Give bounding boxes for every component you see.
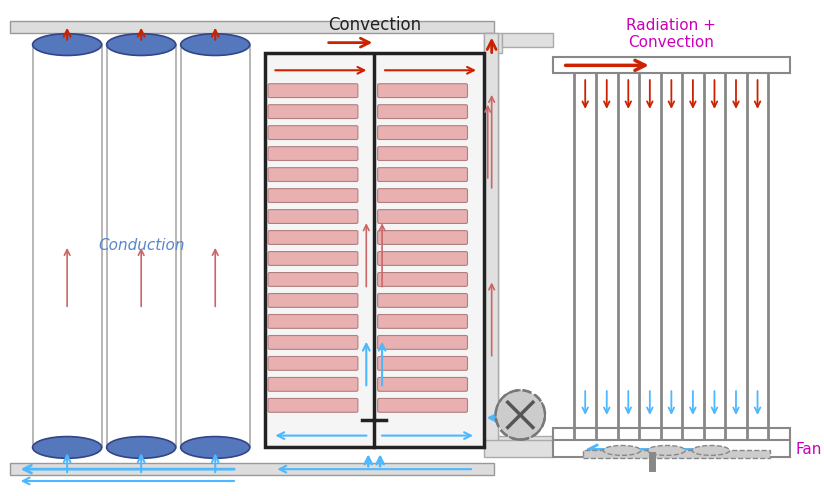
FancyBboxPatch shape [377, 273, 467, 286]
Text: Convection: Convection [328, 16, 421, 34]
FancyBboxPatch shape [268, 84, 358, 98]
FancyBboxPatch shape [377, 231, 467, 245]
Bar [484, 33, 502, 53]
FancyBboxPatch shape [268, 294, 358, 308]
Bar [502, 33, 553, 47]
FancyBboxPatch shape [377, 147, 467, 161]
FancyBboxPatch shape [377, 335, 467, 349]
FancyBboxPatch shape [377, 398, 467, 412]
FancyBboxPatch shape [268, 273, 358, 286]
FancyBboxPatch shape [377, 210, 467, 223]
FancyBboxPatch shape [268, 377, 358, 391]
Text: Fan: Fan [796, 442, 822, 457]
FancyBboxPatch shape [268, 231, 358, 245]
FancyBboxPatch shape [377, 168, 467, 182]
FancyBboxPatch shape [268, 188, 358, 202]
FancyBboxPatch shape [268, 210, 358, 223]
Bar [10, 463, 494, 475]
Bar [265, 53, 484, 447]
Bar [106, 45, 176, 447]
Bar [33, 45, 101, 447]
Ellipse shape [180, 436, 250, 458]
FancyBboxPatch shape [377, 125, 467, 139]
FancyBboxPatch shape [377, 105, 467, 119]
Ellipse shape [692, 445, 729, 455]
FancyBboxPatch shape [377, 84, 467, 98]
FancyBboxPatch shape [377, 188, 467, 202]
Ellipse shape [180, 34, 250, 56]
FancyBboxPatch shape [377, 357, 467, 371]
FancyBboxPatch shape [268, 357, 358, 371]
Bar [553, 439, 790, 457]
Ellipse shape [33, 436, 101, 458]
FancyBboxPatch shape [377, 377, 467, 391]
Circle shape [495, 390, 545, 439]
Bar [10, 21, 494, 33]
FancyBboxPatch shape [268, 251, 358, 265]
Text: Radiation +
Convection: Radiation + Convection [626, 18, 716, 51]
FancyBboxPatch shape [268, 105, 358, 119]
Bar [180, 45, 250, 447]
FancyBboxPatch shape [377, 314, 467, 328]
Bar [484, 55, 498, 449]
FancyBboxPatch shape [268, 125, 358, 139]
Bar [553, 58, 790, 73]
Bar [553, 428, 790, 442]
Ellipse shape [106, 34, 176, 56]
FancyBboxPatch shape [377, 251, 467, 265]
Bar [484, 435, 553, 449]
Bar [583, 450, 770, 458]
FancyBboxPatch shape [268, 147, 358, 161]
FancyBboxPatch shape [268, 398, 358, 412]
Text: Conduction: Conduction [98, 238, 185, 252]
Bar [484, 439, 553, 457]
Ellipse shape [603, 445, 641, 455]
FancyBboxPatch shape [377, 294, 467, 308]
FancyBboxPatch shape [268, 335, 358, 349]
FancyBboxPatch shape [268, 168, 358, 182]
Bar [484, 33, 498, 447]
Ellipse shape [648, 445, 686, 455]
Ellipse shape [106, 436, 176, 458]
FancyBboxPatch shape [268, 314, 358, 328]
Ellipse shape [33, 34, 101, 56]
